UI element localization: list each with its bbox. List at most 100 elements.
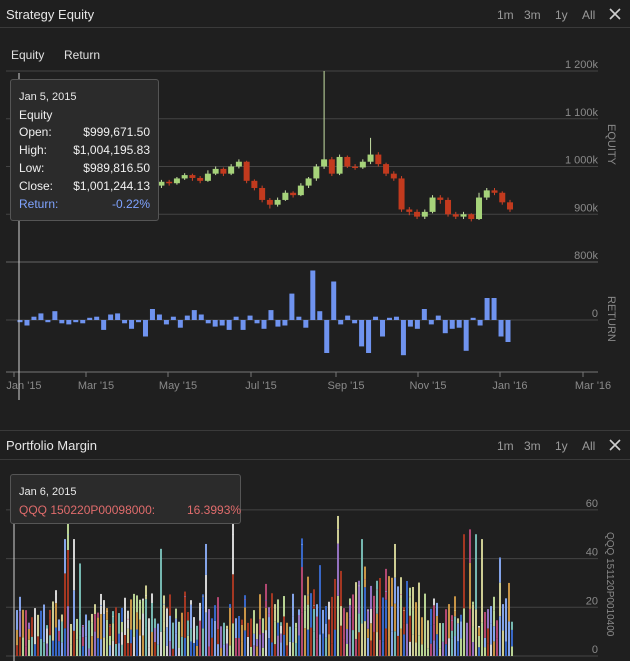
margin-bar: [274, 609, 276, 622]
margin-bar: [481, 622, 483, 656]
margin-bar: [199, 606, 201, 621]
margin-bar: [121, 632, 123, 645]
range-3m-button[interactable]: 3m: [524, 8, 541, 22]
margin-bar: [37, 614, 39, 637]
return-bar: [498, 320, 504, 337]
margin-bar: [427, 620, 429, 649]
margin-bar: [130, 599, 132, 630]
margin-bar: [325, 623, 327, 638]
margin-bar: [316, 638, 318, 656]
range-1m-button[interactable]: 1m: [497, 439, 514, 453]
candle: [235, 161, 242, 167]
margin-bar: [157, 644, 159, 656]
margin-bar: [106, 638, 108, 656]
close-icon[interactable]: [608, 438, 622, 452]
candle: [499, 192, 506, 203]
margin-bar: [484, 647, 486, 656]
range-all-button[interactable]: All: [582, 8, 596, 22]
margin-bar: [178, 647, 180, 656]
margin-bar: [349, 617, 351, 643]
margin-bar: [88, 620, 90, 649]
range-1y-button[interactable]: 1y: [555, 8, 568, 22]
margin-bar: [163, 621, 165, 632]
margin-bar: [469, 562, 471, 609]
margin-bar: [460, 614, 462, 622]
margin-bar: [196, 625, 198, 640]
margin-bar: [28, 628, 30, 640]
margin-bar: [115, 643, 117, 656]
close-icon[interactable]: [608, 7, 622, 21]
return-bar: [45, 320, 51, 323]
margin-bar: [163, 595, 165, 622]
return-bar: [289, 293, 295, 320]
candle: [173, 178, 180, 184]
candle: [352, 166, 359, 168]
margin-bar: [319, 634, 321, 656]
tab-equity[interactable]: Equity: [11, 48, 45, 62]
margin-bar: [280, 625, 282, 634]
return-bar: [421, 309, 427, 320]
margin-bar: [505, 598, 507, 642]
margin-bar: [46, 625, 48, 629]
tab-return[interactable]: Return: [64, 48, 101, 62]
margin-bar: [499, 582, 501, 617]
margin-bar: [100, 639, 102, 656]
margin-bar: [421, 617, 423, 645]
return-bar: [463, 320, 469, 351]
margin-bar: [190, 628, 192, 642]
candle: [259, 187, 266, 200]
margin-bar: [55, 627, 57, 656]
tooltip-low-label: Low:: [19, 161, 45, 175]
return-bar: [73, 320, 79, 323]
margin-bar: [394, 631, 396, 656]
tooltip-close-value: $1,001,244.13: [73, 179, 150, 193]
tooltip-close-label: Close:: [19, 179, 54, 193]
return-bar: [366, 320, 372, 353]
margin-bar: [451, 615, 453, 631]
margin-bar: [256, 623, 258, 640]
margin-bar: [142, 598, 144, 601]
margin-bar: [373, 631, 375, 656]
margin-bar: [196, 639, 198, 646]
candle: [313, 166, 320, 179]
range-3m-button[interactable]: 3m: [524, 439, 541, 453]
margin-bar: [160, 548, 162, 632]
return-bar: [359, 320, 365, 347]
margin-bar: [376, 613, 378, 633]
range-1y-button[interactable]: 1y: [555, 439, 568, 453]
y-tick-label: 900k: [574, 202, 598, 214]
y-tick-label: 0: [592, 308, 598, 320]
margin-bar: [442, 623, 444, 642]
margin-bar: [376, 632, 378, 656]
margin-bar: [163, 631, 165, 656]
margin-bar: [439, 648, 441, 656]
tooltip-series: Equity: [19, 108, 53, 122]
margin-bar: [331, 596, 333, 644]
margin-bar: [166, 607, 168, 609]
margin-bar: [106, 608, 108, 620]
range-1m-button[interactable]: 1m: [497, 8, 514, 22]
margin-bar: [259, 634, 261, 656]
margin-bar: [16, 610, 18, 630]
margin-bar: [400, 628, 402, 656]
candle: [460, 214, 467, 217]
return-bar: [240, 320, 246, 330]
margin-bar: [301, 567, 303, 613]
margin-bar: [310, 593, 312, 628]
margin-bar: [283, 596, 285, 617]
range-all-button[interactable]: All: [582, 439, 596, 453]
margin-bar: [139, 619, 141, 636]
margin-bar: [286, 622, 288, 646]
margin-bar: [406, 580, 408, 624]
return-bar: [386, 317, 392, 320]
margin-bar: [343, 608, 345, 640]
margin-bar: [403, 634, 405, 656]
margin-bar: [190, 604, 192, 629]
margin-bar: [175, 618, 177, 634]
candle: [181, 175, 188, 179]
candle: [328, 159, 335, 174]
margin-bar: [328, 634, 330, 656]
strategy-equity-panel: Strategy Equity 1m 3m 1y All Equity Retu…: [0, 7, 630, 400]
margin-bar: [79, 563, 81, 614]
margin-bar: [136, 629, 138, 656]
